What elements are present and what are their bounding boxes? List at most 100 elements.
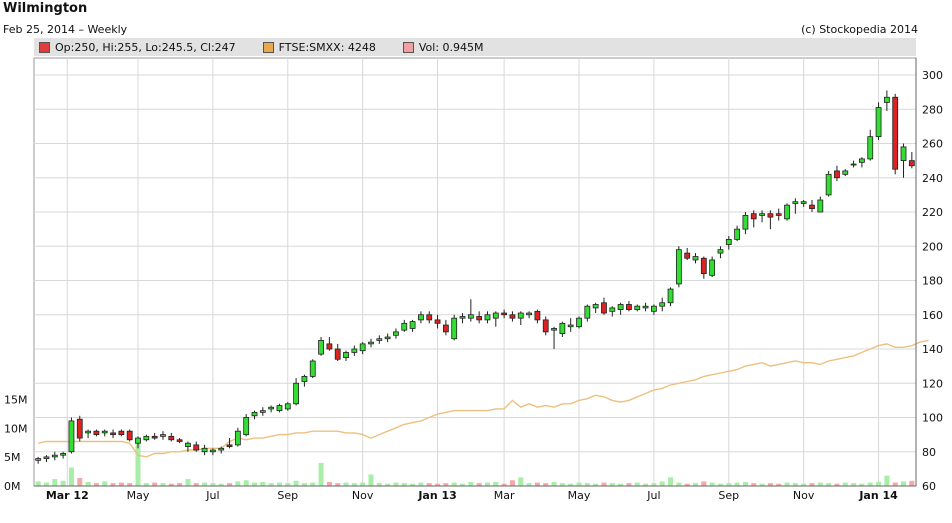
volume-bar	[867, 482, 873, 486]
candle-body	[243, 417, 250, 436]
volume-tick-label: 0M	[4, 480, 21, 493]
chart-subtitle: Feb 25, 2014 – Weekly	[3, 23, 128, 36]
legend-label-index: FTSE:SMXX: 4248	[278, 40, 376, 54]
time-tick-label: May	[127, 489, 150, 502]
volume-bar	[851, 483, 857, 486]
volume-bar	[260, 481, 266, 486]
copyright-notice: (c) Stockopedia 2014	[801, 23, 918, 36]
candle-body	[700, 257, 707, 275]
volume-bar	[693, 483, 698, 486]
volume-bar	[717, 483, 723, 486]
volume-bar	[618, 483, 624, 486]
volume-bar	[493, 481, 499, 486]
volume-bar	[892, 482, 898, 486]
time-tick-label: Jan 14	[858, 489, 898, 502]
time-tick-label: May	[568, 489, 591, 502]
time-tick-label: Jul	[646, 489, 660, 502]
volume-bar	[227, 483, 233, 486]
time-tick-label: Nov	[793, 489, 815, 502]
volume-bar	[385, 483, 391, 486]
legend: Op:250, Hi:255, Lo:245.5, Cl:247 FTSE:SM…	[34, 38, 916, 56]
chart-title: Wilmington	[3, 1, 88, 16]
candle-body	[209, 449, 216, 453]
candle-body	[750, 213, 757, 220]
price-tick-label: 240	[922, 172, 943, 185]
candle-body	[301, 375, 308, 382]
volume-bar	[909, 480, 915, 486]
time-tick-label: Sep	[718, 489, 739, 502]
candle-body	[867, 136, 874, 160]
candle-body	[800, 201, 807, 204]
legend-label-volume: Vol: 0.945M	[418, 40, 484, 54]
volume-bar	[435, 483, 441, 486]
candle-body	[43, 456, 50, 460]
candle-body	[293, 382, 299, 405]
candle-body	[185, 442, 191, 448]
candle-body	[51, 454, 58, 458]
candle-body	[501, 312, 508, 316]
price-tick-label: 300	[922, 69, 943, 82]
volume-bar	[501, 483, 507, 486]
candle-body	[559, 322, 566, 334]
candle-body	[201, 447, 208, 453]
volume-bar	[518, 477, 524, 486]
candle-body	[118, 430, 125, 436]
axes	[34, 58, 917, 487]
candle-body	[401, 322, 408, 331]
candle-body	[817, 199, 824, 213]
index-line	[38, 339, 929, 458]
legend-item-volume: Vol: 0.945M	[402, 40, 484, 54]
candle-body	[892, 96, 899, 170]
candle-body	[234, 430, 241, 446]
candle-body	[326, 343, 333, 350]
volume-bar	[143, 483, 149, 486]
price-tick-label: 80	[922, 446, 936, 459]
candle-body	[442, 324, 449, 333]
candle-body	[68, 420, 75, 453]
time-tick-label: Jan 13	[417, 489, 456, 502]
candle-body	[517, 312, 524, 319]
volume-bar	[559, 483, 565, 486]
volume-bar	[360, 482, 366, 486]
volume-bar	[210, 483, 216, 486]
volume-bar	[268, 483, 274, 486]
candle-body	[742, 215, 749, 230]
volume-bar	[809, 483, 815, 486]
candle-body	[509, 314, 516, 319]
candle-body	[709, 259, 716, 276]
candle-body	[842, 170, 849, 175]
volume-bar	[776, 483, 782, 486]
volume-bar	[901, 481, 907, 486]
volume-bar	[343, 482, 349, 486]
candle-body	[875, 107, 882, 138]
volume-bar	[451, 482, 457, 486]
volume-bar	[68, 467, 74, 486]
time-tick-label: Nov	[352, 489, 374, 502]
candle-body	[151, 435, 158, 439]
price-tick-label: 140	[922, 343, 943, 356]
candle-body	[775, 213, 782, 216]
candle-body	[426, 314, 433, 321]
volume-bar	[127, 483, 133, 486]
candle-body	[393, 331, 399, 336]
candle-body	[626, 304, 632, 311]
volume-bar	[135, 439, 141, 486]
volume-bar	[160, 483, 166, 486]
price-tick-label: 200	[922, 240, 943, 253]
candle-body	[584, 305, 591, 319]
volume-bar	[726, 483, 732, 486]
volume-bar	[584, 483, 590, 486]
candle-body	[684, 252, 691, 259]
volume-bar	[876, 481, 882, 486]
candle-body	[609, 307, 616, 312]
candle-body	[601, 302, 607, 314]
candle-body	[218, 447, 225, 451]
candle-body	[226, 444, 233, 448]
candle-body	[792, 201, 799, 204]
volume-bar	[751, 483, 757, 486]
candle-body	[110, 432, 116, 436]
candle-body	[651, 305, 657, 312]
volume-bar	[168, 483, 174, 486]
candle-body	[592, 304, 599, 309]
